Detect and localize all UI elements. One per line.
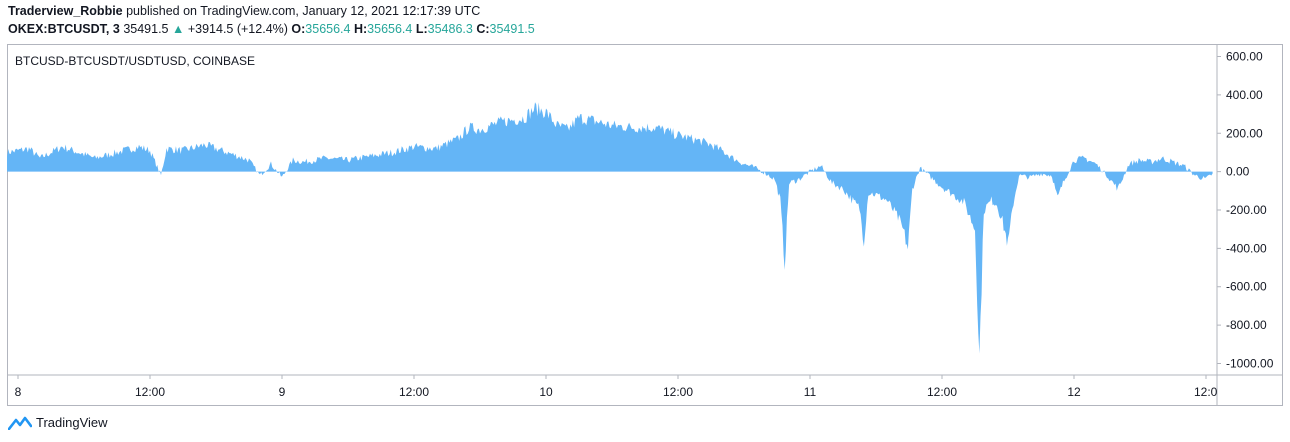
time-tick-label: 11 — [804, 385, 817, 399]
time-tick-label: 8 — [15, 385, 22, 399]
time-tick-label: 10 — [539, 385, 553, 399]
close-value: 35491.5 — [489, 22, 535, 36]
price-tick-label: -200.00 — [1226, 203, 1267, 217]
published-text: published on TradingView.com, January 12… — [126, 4, 481, 18]
chart-frame[interactable] — [7, 44, 1283, 406]
author-name[interactable]: Traderview_Robbie — [8, 4, 123, 18]
brand-name: TradingView — [36, 415, 108, 430]
time-tick-label: 12:00 — [663, 385, 693, 399]
high-value: 35656.4 — [367, 22, 413, 36]
time-axis[interactable]: 8 12:00 9 12:00 10 12:00 11 12:00 12 12:0 — [15, 375, 1218, 399]
open-label: O: — [291, 22, 306, 36]
price-tick-label: 600.00 — [1226, 50, 1263, 64]
price-tick-label: 400.00 — [1226, 88, 1263, 102]
time-tick-label: 12:00 — [399, 385, 429, 399]
time-tick-label: 12:0 — [1194, 385, 1218, 399]
time-tick-label: 12:00 — [927, 385, 957, 399]
price-tick-label: -600.00 — [1226, 280, 1267, 294]
symbol-name[interactable]: OKEX:BTCUSDT, 3 — [8, 22, 120, 36]
time-tick-label: 9 — [279, 385, 286, 399]
tradingview-brand[interactable]: TradingView — [8, 415, 108, 430]
symbol-bar: OKEX:BTCUSDT, 3 35491.5 ▲ +3914.5 (+12.4… — [8, 22, 535, 36]
last-price: 35491.5 — [123, 22, 169, 36]
time-tick-label: 12 — [1067, 385, 1081, 399]
up-arrow-icon: ▲ — [171, 22, 185, 36]
series-label: BTCUSD-BTCUSDT/USDTUSD, COINBASE — [15, 54, 256, 68]
price-axis[interactable]: 600.00 400.00 200.00 0.00 -200.00 -400.00 -600… — [1217, 50, 1274, 371]
price-tick-label: 200.00 — [1226, 126, 1263, 140]
close-label: C: — [476, 22, 490, 36]
price-tick-label: -400.00 — [1226, 241, 1267, 255]
time-tick-label: 12:00 — [135, 385, 165, 399]
high-label: H: — [353, 22, 368, 36]
open-value: 35656.4 — [305, 22, 351, 36]
price-tick-label: -800.00 — [1226, 318, 1267, 332]
low-label: L: — [415, 22, 428, 36]
spread-area-series — [7, 102, 1213, 354]
publish-line: Traderview_Robbie published on TradingVi… — [8, 4, 480, 18]
tradingview-logo-icon — [8, 416, 32, 430]
low-value: 35486.3 — [427, 22, 473, 36]
price-tick-label: -1000.00 — [1226, 356, 1274, 370]
price-change: +3914.5 (+12.4%) — [187, 22, 288, 36]
price-tick-label: 0.00 — [1226, 165, 1250, 179]
